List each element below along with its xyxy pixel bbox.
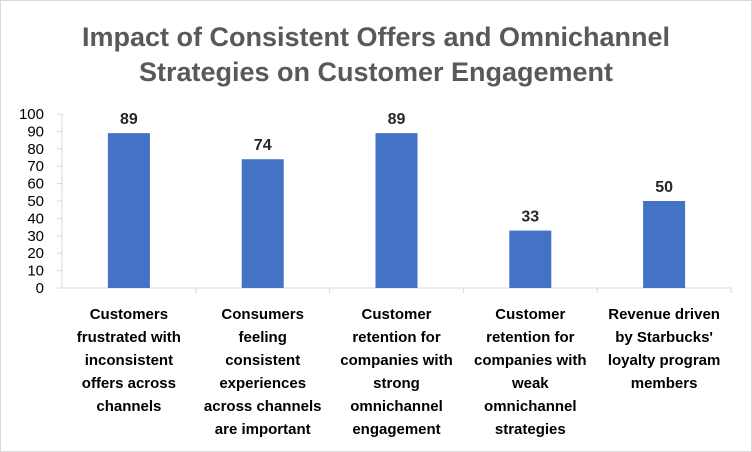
bar-value-label: 33 <box>521 209 539 226</box>
y-tick-label: 90 <box>27 123 44 140</box>
y-tick-label: 50 <box>27 193 44 210</box>
bar <box>241 159 284 288</box>
y-tick-label: 0 <box>36 280 44 297</box>
bar <box>643 201 686 288</box>
y-tick-label: 70 <box>27 158 44 175</box>
bar-value-label: 89 <box>120 111 138 128</box>
bar <box>509 230 552 288</box>
category-label: Customer retention for companies with stron… <box>340 306 453 438</box>
y-tick-label: 40 <box>27 210 44 227</box>
category-label: Customer retention for companies with weak o… <box>474 306 587 438</box>
chart-title-line: Strategies on Customer Engagement <box>139 57 613 87</box>
y-tick-label: 100 <box>19 106 44 123</box>
y-tick-label: 30 <box>27 228 44 245</box>
bar <box>375 133 418 288</box>
category-label: Revenue driven by Starbucks' loyalty progr… <box>608 306 721 392</box>
bar <box>107 133 150 288</box>
y-tick-label: 80 <box>27 141 44 158</box>
category-label: Customers frustrated with inconsistent offe… <box>77 306 181 415</box>
y-tick-label: 60 <box>27 176 44 193</box>
y-tick-label: 10 <box>27 263 44 280</box>
chart-title-line: Impact of Consistent Offers and Omnichan… <box>82 22 670 52</box>
y-tick-label: 20 <box>27 245 44 262</box>
category-label: Consumers feeling consistent experiences acr… <box>204 306 322 438</box>
bar-value-label: 89 <box>388 111 406 128</box>
bar-value-label: 50 <box>655 179 673 196</box>
bar-value-label: 74 <box>254 137 272 154</box>
